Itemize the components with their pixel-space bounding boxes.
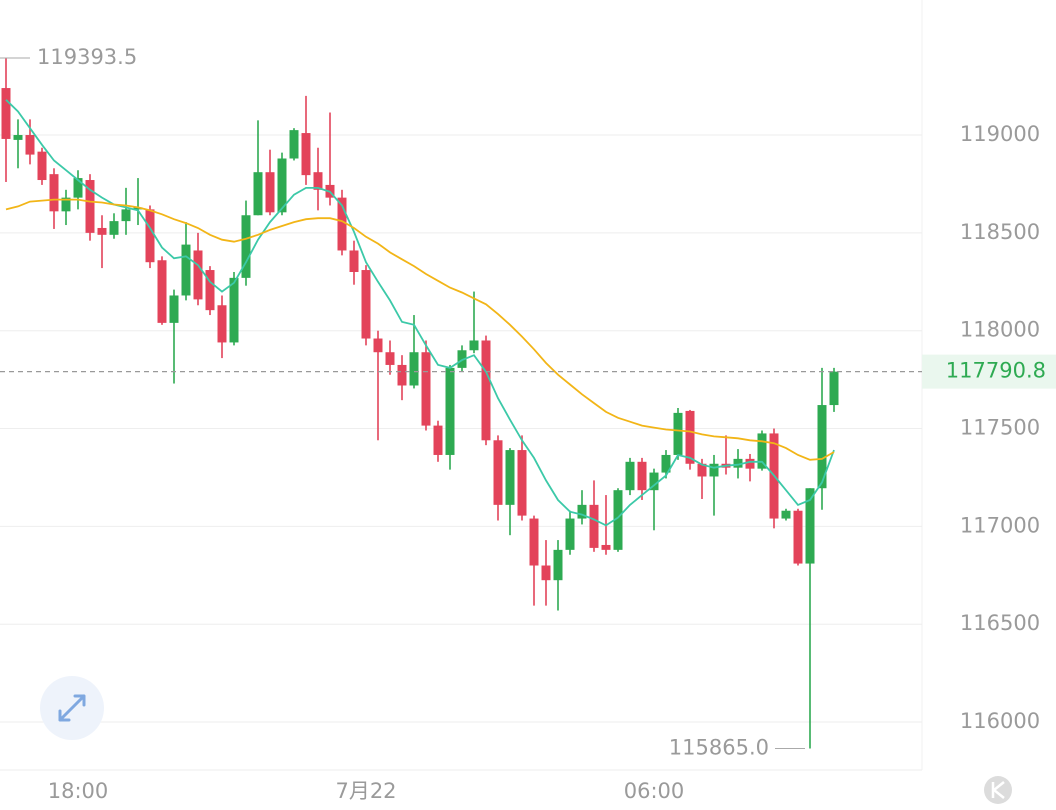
high-label: 119393.5 (37, 45, 137, 69)
candle-body (517, 450, 527, 516)
candle-body (661, 454, 671, 473)
labels: 116000 116500 117000 117500 118000 118500 1190… (37, 45, 1056, 803)
k-button-bg[interactable] (984, 776, 1012, 804)
candle-body (457, 350, 467, 368)
candle-body (373, 338, 383, 353)
candle-body (157, 260, 167, 323)
candle-body (757, 433, 767, 469)
candle-body (673, 412, 683, 455)
x-tick-label: 7月22 (335, 779, 396, 803)
x-tick-label: 18:00 (48, 779, 109, 803)
y-tick-label: 117000 (960, 513, 1040, 537)
candle-body (73, 178, 83, 198)
x-tick-label: 06:00 (624, 779, 685, 803)
candle-body (685, 410, 695, 464)
candle-body (505, 450, 515, 505)
candle-body (229, 277, 239, 343)
candle-body (481, 340, 491, 441)
expand-button[interactable] (40, 676, 104, 740)
candle-body (217, 305, 227, 343)
marks (0, 57, 922, 749)
y-tick-label: 118500 (960, 220, 1040, 244)
candle-body (85, 180, 95, 233)
candle-body (289, 130, 299, 159)
candle-body (421, 352, 431, 426)
y-tick-label: 119000 (960, 122, 1040, 146)
candle-body (349, 250, 359, 272)
candle-body (241, 215, 251, 278)
candle-body (541, 565, 551, 581)
candle-body (277, 158, 287, 213)
y-tick-label: 117500 (960, 416, 1040, 440)
candle-body (553, 549, 563, 581)
candle-body (133, 207, 143, 210)
candle-body (793, 510, 803, 564)
candle-body (13, 135, 23, 140)
candle-body (37, 151, 47, 181)
candle-body (817, 405, 827, 489)
candle-body (637, 461, 647, 491)
expand-icon[interactable] (58, 694, 86, 722)
low-label: 115865.0 (669, 735, 769, 759)
candle-body (49, 174, 59, 212)
candle-body (649, 472, 659, 491)
candle-body (361, 270, 371, 339)
ma-line (5, 99, 835, 527)
k-button[interactable] (984, 776, 1012, 804)
last-price-label: 117790.8 (946, 359, 1046, 383)
candle-body (385, 352, 395, 365)
candle-body (733, 458, 743, 468)
candle-body (169, 295, 179, 323)
candle-body (805, 488, 815, 564)
ma-line (5, 198, 835, 461)
candle-body (493, 440, 503, 505)
candle-body (97, 227, 107, 235)
candle-body (433, 425, 443, 455)
candle-body (301, 133, 311, 176)
candle-body (565, 518, 575, 550)
candle-body (613, 490, 623, 550)
candle-body (61, 197, 71, 212)
candle-body (529, 518, 539, 566)
candle-body (577, 504, 587, 519)
candle-body (145, 209, 155, 263)
candle-body (469, 340, 479, 351)
candle-body (25, 135, 35, 155)
candle-body (601, 544, 611, 550)
candle-body (205, 270, 215, 311)
candle-body (745, 458, 755, 469)
candle-body (397, 364, 407, 386)
k-icon[interactable] (991, 781, 1005, 799)
candle-body (253, 172, 263, 216)
candle-body (829, 371, 839, 406)
last-price-tag (922, 354, 1056, 389)
y-tick-label: 116000 (960, 709, 1040, 733)
candle-body (445, 367, 455, 455)
candle-body (697, 463, 707, 477)
candle-body (625, 461, 635, 491)
candle-body (409, 352, 419, 386)
y-tick-label: 118000 (960, 318, 1040, 342)
candle-body (337, 197, 347, 251)
candle-body (1, 88, 11, 139)
candle-body (181, 244, 191, 296)
candle-body (121, 209, 131, 222)
candle-body (781, 510, 791, 519)
candle-body (709, 463, 719, 477)
candle-body (589, 504, 599, 548)
candle-body (109, 221, 119, 235)
grid (0, 134, 922, 723)
y-tick-label: 116500 (960, 611, 1040, 635)
candle-body (193, 250, 203, 300)
candle-body (313, 172, 323, 190)
candle-body (265, 172, 275, 213)
